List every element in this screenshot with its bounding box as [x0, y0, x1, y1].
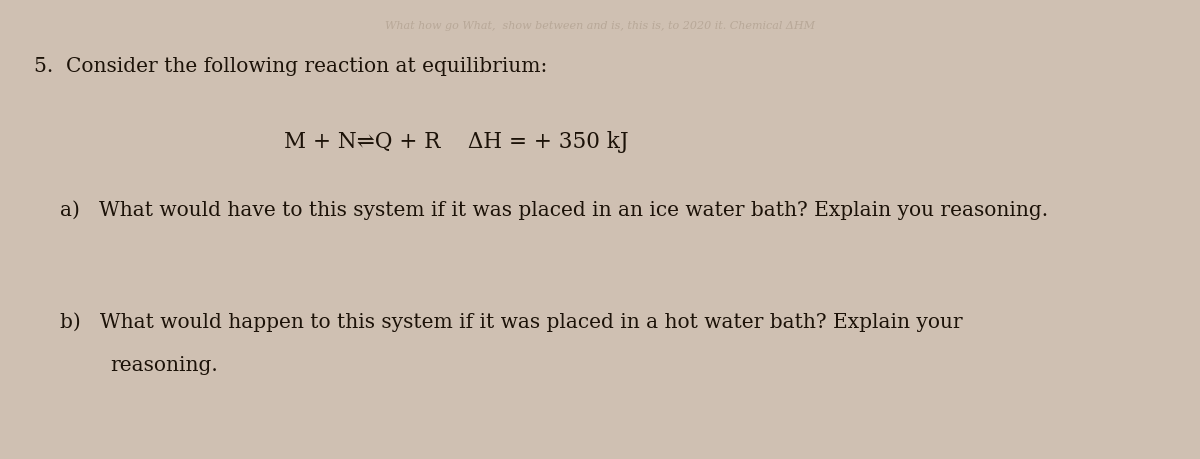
Text: b)   What would happen to this system if it was placed in a hot water bath? Expl: b) What would happen to this system if i… [60, 312, 962, 332]
Text: reasoning.: reasoning. [110, 356, 218, 375]
Text: a)   What would have to this system if it was placed in an ice water bath? Expla: a) What would have to this system if it … [60, 200, 1048, 219]
Text: What how go What,  show between and is, this is, to 2020 it. Chemical ΔHM: What how go What, show between and is, t… [385, 21, 815, 31]
Text: 5.  Consider the following reaction at equilibrium:: 5. Consider the following reaction at eq… [34, 57, 547, 76]
Text: M + N⇌Q + R    ΔH = + 350 kJ: M + N⇌Q + R ΔH = + 350 kJ [283, 131, 629, 153]
